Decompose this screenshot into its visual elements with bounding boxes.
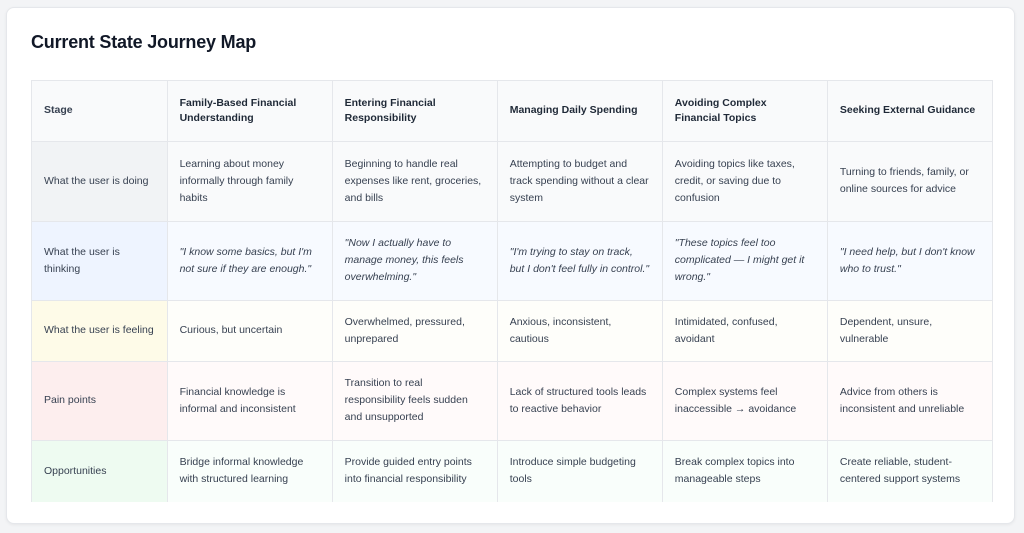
stage-header-avoiding-complex: Avoiding Complex Financial Topics: [662, 81, 828, 142]
table-cell: Beginning to handle real expenses like r…: [332, 141, 498, 222]
row-doing: What the user is doing Learning about mo…: [32, 141, 993, 222]
table-cell: "These topics feel too complicated — I m…: [662, 221, 828, 301]
table-cell: Lack of structured tools leads to reacti…: [497, 361, 663, 441]
row-pain-points: Pain points Financial knowledge is infor…: [32, 361, 993, 441]
table-cell: Curious, but uncertain: [167, 300, 333, 362]
table-cell: Learning about money informally through …: [167, 141, 333, 222]
table-cell: Transition to real responsibility feels …: [332, 361, 498, 441]
table-cell: Turning to friends, family, or online so…: [827, 141, 993, 222]
table-cell: "I know some basics, but I'm not sure if…: [167, 221, 333, 301]
table-cell: Avoiding topics like taxes, credit, or s…: [662, 141, 828, 222]
table-cell: Intimidated, confused, avoidant: [662, 300, 828, 362]
table-cell: Break complex topics into manageable ste…: [662, 440, 828, 502]
table-cell: "I'm trying to stay on track, but I don'…: [497, 221, 663, 301]
stage-header-entering-responsibility: Entering Financial Responsibility: [332, 81, 498, 142]
table-cell: Advice from others is inconsistent and u…: [827, 361, 993, 441]
table-cell: Provide guided entry points into financi…: [332, 440, 498, 502]
table-cell: Bridge informal knowledge with structure…: [167, 440, 333, 502]
table-cell: Overwhelmed, pressured, unprepared: [332, 300, 498, 362]
journey-map-table: Stage Family-Based Financial Understandi…: [32, 81, 993, 502]
row-label-pain-points: Pain points: [32, 361, 168, 441]
table-cell: Anxious, inconsistent, cautious: [497, 300, 663, 362]
row-label-thinking: What the user is thinking: [32, 221, 168, 301]
table-cell: "Now I actually have to manage money, th…: [332, 221, 498, 301]
row-label-opportunities: Opportunities: [32, 440, 168, 502]
table-cell: "I need help, but I don't know who to tr…: [827, 221, 993, 301]
stage-header-external-guidance: Seeking External Guidance: [827, 81, 993, 142]
row-label-feeling: What the user is feeling: [32, 300, 168, 362]
table-cell: Attempting to budget and track spending …: [497, 141, 663, 222]
stage-header-daily-spending: Managing Daily Spending: [497, 81, 663, 142]
table-cell: Introduce simple budgeting tools: [497, 440, 663, 502]
journey-map-card: Current State Journey Map Stage Family-B…: [6, 7, 1015, 524]
row-label-doing: What the user is doing: [32, 141, 168, 222]
table-cell: Dependent, unsure, vulnerable: [827, 300, 993, 362]
table-cell: Financial knowledge is informal and inco…: [167, 361, 333, 441]
stage-header-family-based: Family-Based Financial Understanding: [167, 81, 333, 142]
header-row: Stage Family-Based Financial Understandi…: [32, 81, 993, 142]
table-cell: Create reliable, student-centered suppor…: [827, 440, 993, 502]
page-title: Current State Journey Map: [31, 32, 257, 52]
table-cell: Complex systems feel inaccessible → avoi…: [662, 361, 828, 441]
row-opportunities: Opportunities Bridge informal knowledge …: [32, 440, 993, 502]
row-thinking: What the user is thinking "I know some b…: [32, 221, 993, 301]
row-feeling: What the user is feeling Curious, but un…: [32, 300, 993, 362]
stage-column-header: Stage: [32, 81, 168, 142]
journey-map-table-container: Stage Family-Based Financial Understandi…: [31, 80, 993, 502]
